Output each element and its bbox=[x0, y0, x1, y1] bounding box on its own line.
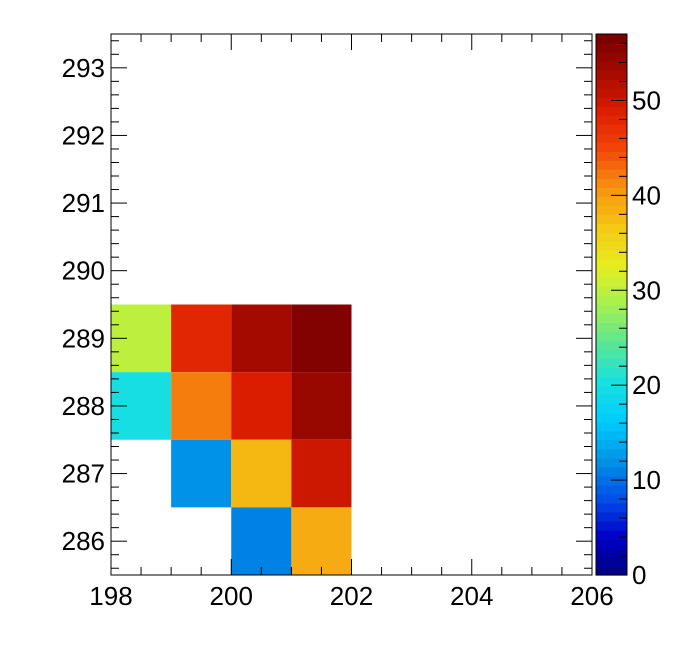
colorbar-swatch bbox=[596, 565, 627, 576]
colorbar-swatch bbox=[596, 457, 627, 468]
colorbar-swatch bbox=[596, 367, 627, 378]
colorbar-swatch bbox=[596, 430, 627, 441]
colorbar-swatch bbox=[596, 88, 627, 98]
x-tick-label: 202 bbox=[330, 581, 373, 611]
colorbar-swatch bbox=[596, 34, 627, 44]
colorbar-tick-label: 0 bbox=[632, 560, 646, 590]
heatmap-cells bbox=[111, 304, 352, 575]
colorbar-swatch bbox=[596, 556, 627, 567]
y-tick-label: 286 bbox=[62, 526, 105, 556]
colorbar-swatch bbox=[596, 52, 627, 62]
y-tick-label: 293 bbox=[62, 53, 105, 83]
colorbar-swatch bbox=[596, 169, 627, 179]
colorbar-swatch bbox=[596, 133, 627, 143]
colorbar-swatch bbox=[596, 160, 627, 170]
colorbar-swatch bbox=[596, 304, 627, 315]
axes: 198 200 202 204 206 286 287 288 289 290 291 292 293 bbox=[62, 34, 614, 611]
y-tick-label: 290 bbox=[62, 256, 105, 286]
colorbar-tick-label: 30 bbox=[632, 275, 661, 305]
y-tick-label: 292 bbox=[62, 120, 105, 150]
colorbar-swatch bbox=[596, 196, 627, 206]
colorbar-swatch bbox=[596, 358, 627, 369]
x-tick-label: 198 bbox=[89, 581, 132, 611]
y-tick-label: 287 bbox=[62, 459, 105, 489]
y-tick-label: 289 bbox=[62, 323, 105, 353]
colorbar-swatch bbox=[596, 538, 627, 549]
colorbar-swatch bbox=[596, 331, 627, 342]
colorbar-swatch bbox=[596, 394, 627, 405]
colorbar-swatch bbox=[596, 421, 627, 432]
colorbar-swatch bbox=[596, 124, 627, 134]
colorbar-swatch bbox=[596, 295, 627, 306]
x-tick-label: 200 bbox=[210, 581, 253, 611]
colorbar-swatch bbox=[596, 70, 627, 80]
heatmap-cell bbox=[171, 372, 232, 440]
colorbar-swatch bbox=[596, 61, 627, 71]
colorbar-swatch bbox=[596, 79, 627, 89]
colorbar-swatch bbox=[596, 376, 627, 387]
colorbar-swatch bbox=[596, 142, 627, 152]
colorbar-swatch bbox=[596, 484, 627, 495]
heatmap-cell bbox=[291, 507, 352, 575]
colorbar-swatch bbox=[596, 232, 627, 242]
heatmap-cell bbox=[291, 304, 352, 373]
colorbar-swatch bbox=[596, 340, 627, 351]
colorbar-swatch bbox=[596, 493, 627, 504]
colorbar-swatch bbox=[596, 115, 627, 125]
colorbar-swatch bbox=[596, 502, 627, 513]
colorbar-tick-label: 10 bbox=[632, 465, 661, 495]
colorbar-swatch bbox=[596, 187, 627, 197]
colorbar-swatch bbox=[596, 223, 627, 233]
colorbar-swatch bbox=[596, 322, 627, 333]
colorbar-swatch bbox=[596, 268, 627, 279]
colorbar-swatch bbox=[596, 349, 627, 360]
colorbar-swatch bbox=[596, 214, 627, 224]
colorbar-swatch bbox=[596, 403, 627, 414]
colorbar-swatch bbox=[596, 241, 627, 251]
x-tick-label: 204 bbox=[450, 581, 493, 611]
heatmap-cell bbox=[171, 304, 232, 373]
colorbar-swatch bbox=[596, 106, 627, 116]
colorbar: 0 10 20 30 40 50 bbox=[595, 33, 661, 590]
colorbar-tick-label: 20 bbox=[632, 370, 661, 400]
colorbar-swatch bbox=[596, 412, 627, 423]
colorbar-swatch bbox=[596, 259, 627, 270]
colorbar-swatch bbox=[596, 439, 627, 450]
colorbar-swatch bbox=[596, 97, 627, 107]
colorbar-swatch bbox=[596, 277, 627, 288]
colorbar-swatch bbox=[596, 448, 627, 459]
colorbar-swatch bbox=[596, 520, 627, 531]
colorbar-tick-label: 50 bbox=[632, 85, 661, 115]
colorbar-swatch bbox=[596, 466, 627, 477]
heatmap-cell bbox=[291, 372, 352, 440]
heatmap-cell bbox=[291, 439, 352, 508]
colorbar-swatch bbox=[596, 151, 627, 161]
colorbar-tick-label: 40 bbox=[632, 180, 661, 210]
colorbar-swatch bbox=[596, 286, 627, 297]
colorbar-swatch bbox=[596, 43, 627, 53]
heatmap-cell bbox=[171, 439, 232, 508]
colorbar-swatch bbox=[596, 547, 627, 558]
y-tick-label: 288 bbox=[62, 391, 105, 421]
colorbar-swatch bbox=[596, 313, 627, 324]
heatmap-cell bbox=[231, 507, 292, 575]
heatmap-cell bbox=[231, 439, 292, 508]
heatmap-cell bbox=[231, 372, 292, 440]
colorbar-swatch bbox=[596, 250, 627, 261]
colorbar-swatch bbox=[596, 205, 627, 215]
x-tick-label: 206 bbox=[570, 581, 613, 611]
colorbar-swatch bbox=[596, 529, 627, 540]
y-tick-label: 291 bbox=[62, 188, 105, 218]
colorbar-swatch bbox=[596, 475, 627, 486]
heatmap-cell bbox=[231, 304, 292, 373]
colorbar-swatch bbox=[596, 385, 627, 396]
colorbar-swatch bbox=[596, 178, 627, 188]
colorbar-swatch bbox=[596, 511, 627, 522]
